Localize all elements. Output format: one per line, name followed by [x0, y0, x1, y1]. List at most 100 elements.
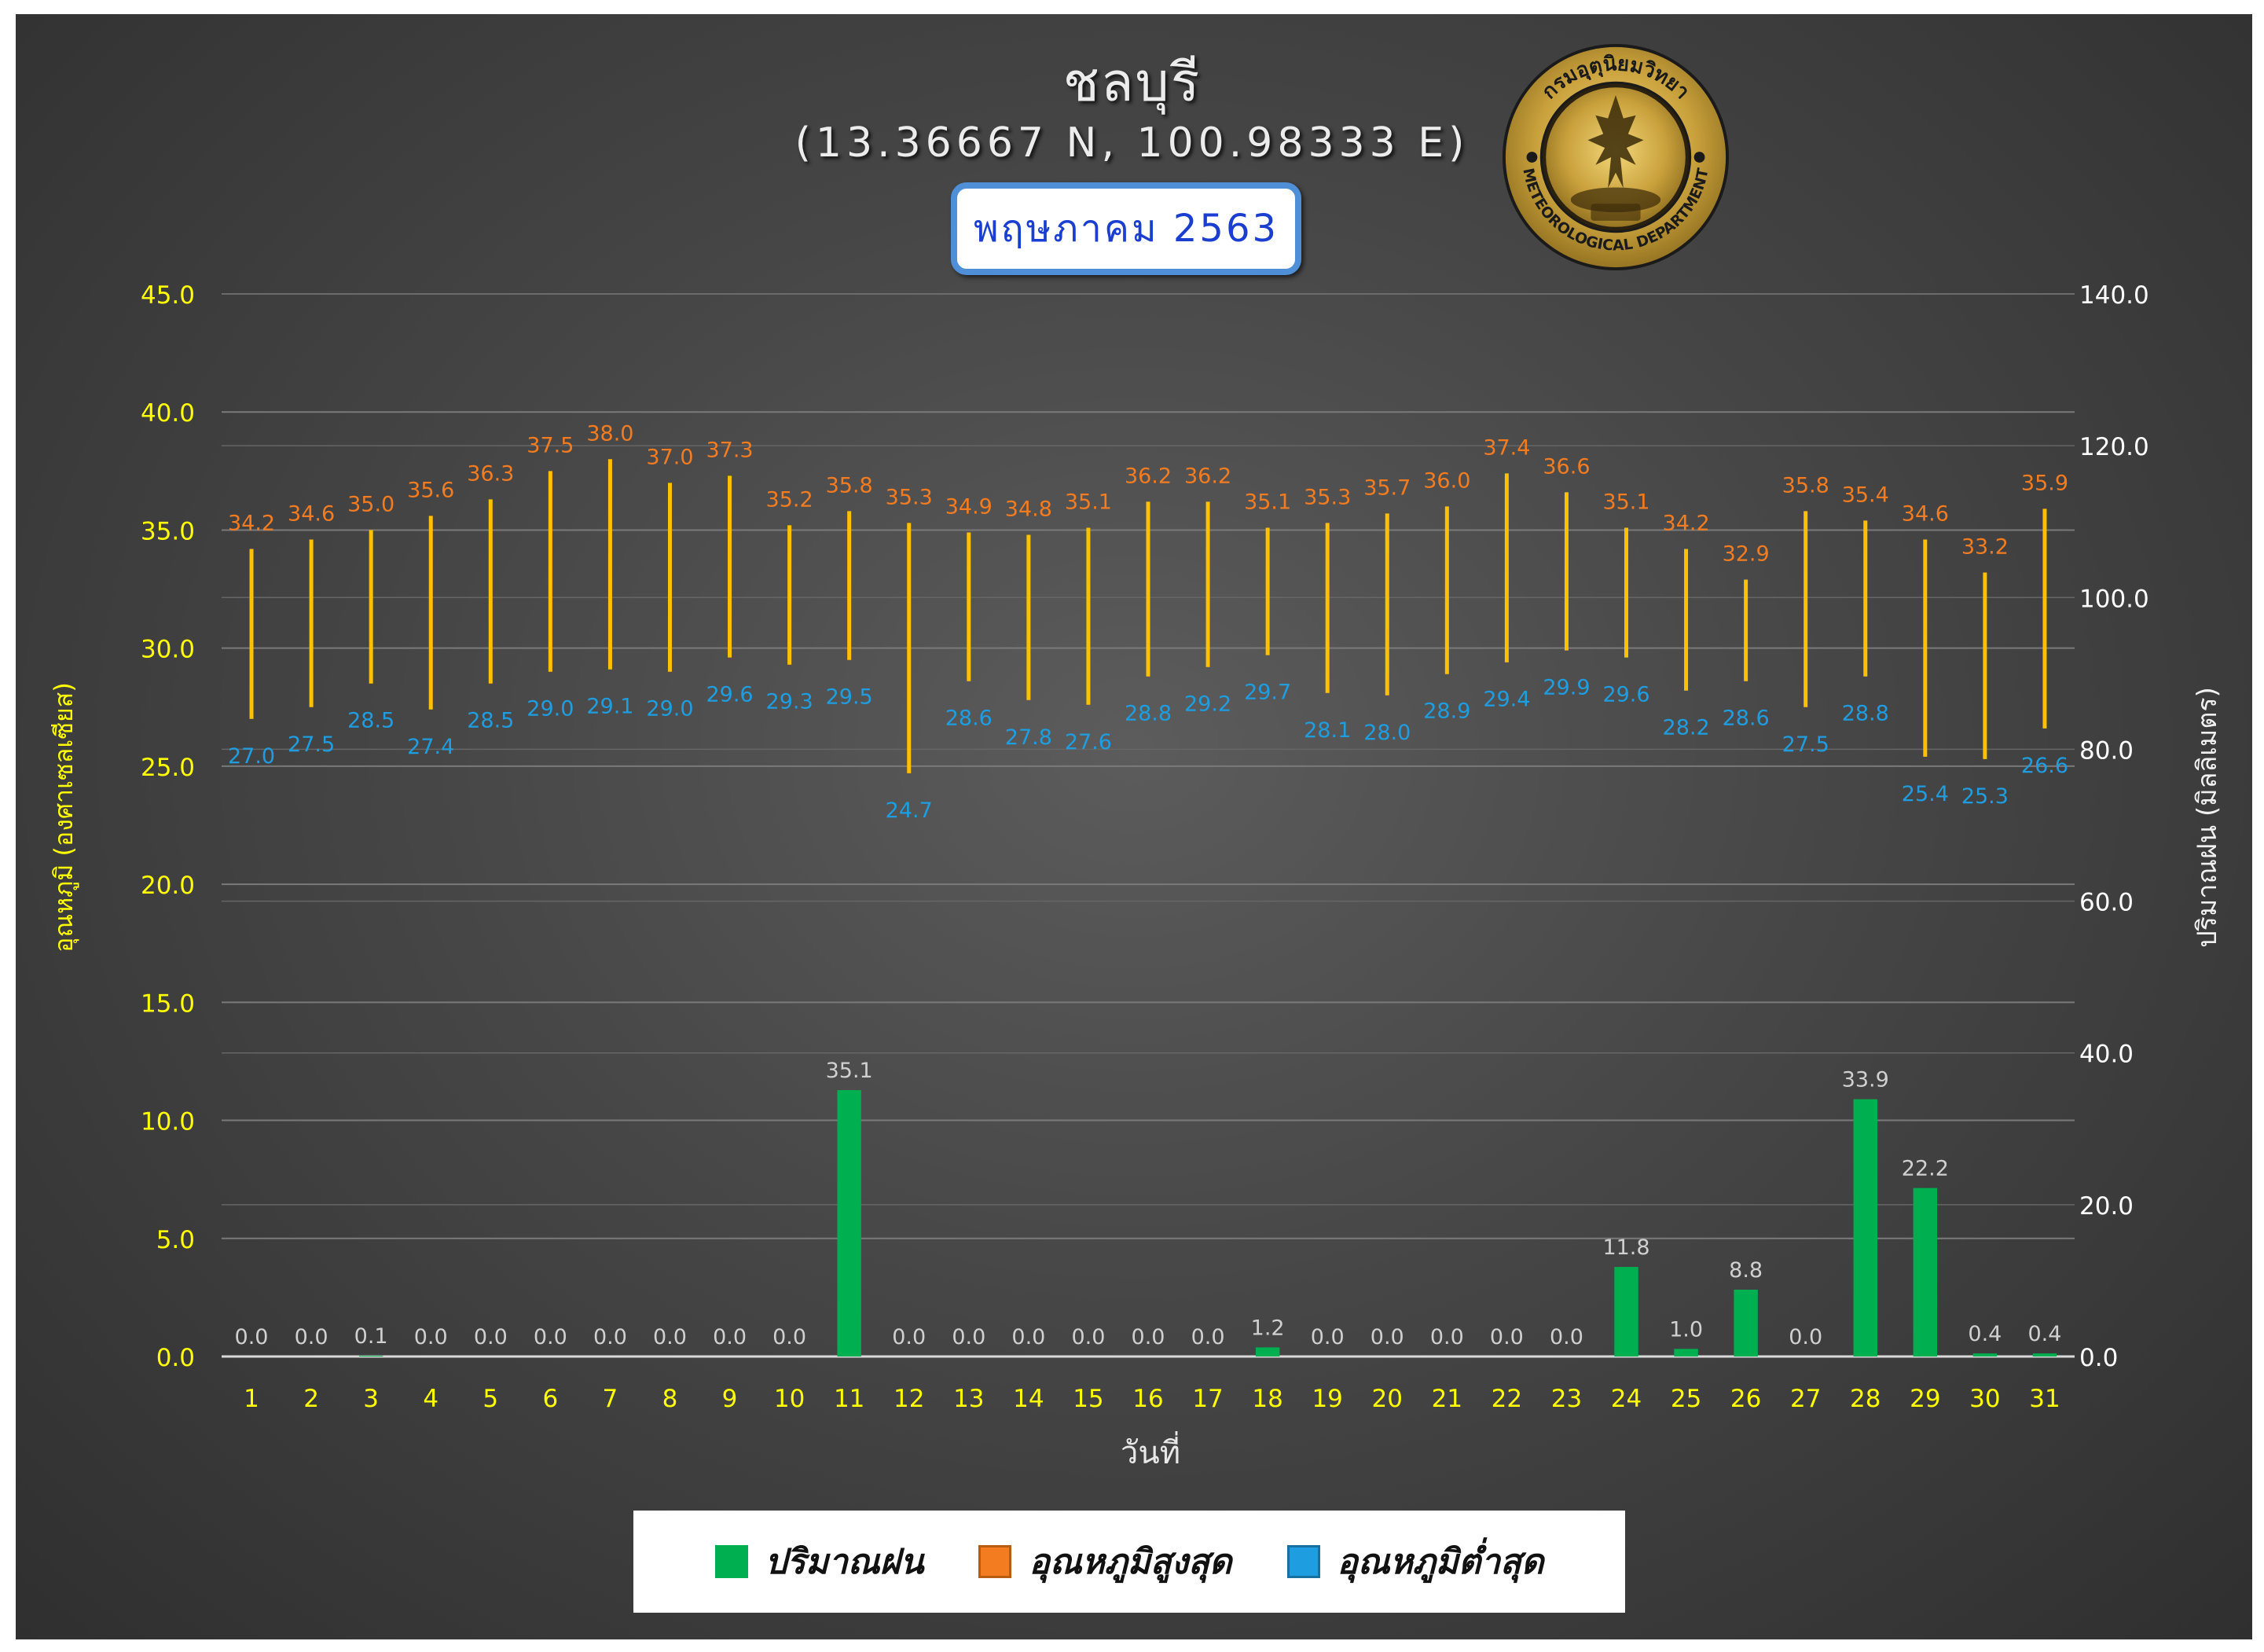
rain-bar: [1255, 1347, 1280, 1356]
left-tick-label: 35.0: [141, 517, 195, 545]
right-tick-label: 140.0: [2079, 281, 2149, 310]
legend: ปริมาณฝน อุณหภูมิสูงสุด อุณหภูมิต่ำสุด: [633, 1511, 1625, 1613]
x-tick-label: 8: [662, 1385, 678, 1413]
rain-value-label: 0.0: [772, 1325, 806, 1349]
left-tick-label: 10.0: [141, 1108, 195, 1136]
max-temp-label: 34.6: [288, 501, 335, 526]
rain-value-label: 8.8: [1729, 1258, 1763, 1283]
x-tick-label: 13: [953, 1385, 984, 1413]
right-axis-ticks: 0.0 20.0 40.0 60.0 80.0 100.0 120.0 140.0: [2079, 281, 2149, 1372]
x-tick-label: 12: [893, 1385, 924, 1413]
min-temp-label: 27.6: [1065, 730, 1112, 754]
x-tick-label: 21: [1432, 1385, 1462, 1413]
right-tick-label: 80.0: [2079, 736, 2134, 765]
x-axis-title: วันที่: [1121, 1431, 1180, 1471]
left-tick-label: 5.0: [156, 1226, 195, 1254]
max-temp-label: 35.4: [1842, 483, 1889, 507]
rain-value-label: 0.4: [1968, 1322, 2002, 1346]
x-tick-label: 3: [363, 1385, 379, 1413]
rain-bar: [1734, 1290, 1758, 1356]
x-tick-label: 30: [1969, 1385, 2000, 1413]
rain-value-label: 1.2: [1251, 1316, 1285, 1340]
rain-value-label: 0.0: [235, 1325, 269, 1349]
rain-value-label: 0.0: [1490, 1325, 1524, 1349]
x-tick-label: 24: [1611, 1385, 1642, 1413]
x-tick-label: 4: [423, 1385, 438, 1413]
x-tick-label: 11: [834, 1385, 864, 1413]
max-temp-label: 36.2: [1125, 464, 1172, 488]
max-temp-label: 35.8: [826, 473, 873, 497]
min-temp-label: 26.6: [2021, 754, 2068, 778]
rain-value-label: 11.8: [1602, 1235, 1649, 1260]
rain-value-label: 1.0: [1669, 1317, 1703, 1342]
rain-value-label: 22.2: [1902, 1157, 1949, 1181]
right-tick-label: 120.0: [2079, 433, 2149, 461]
rain-value-label: 0.0: [1132, 1325, 1165, 1349]
min-temp-label: 28.8: [1842, 702, 1889, 726]
rain-value-label: 0.0: [1371, 1325, 1404, 1349]
min-temp-label: 27.4: [407, 735, 454, 759]
right-tick-label: 100.0: [2079, 585, 2149, 613]
x-tick-label: 14: [1013, 1385, 1044, 1413]
x-tick-label: 7: [603, 1385, 618, 1413]
min-temp-label: 28.2: [1663, 716, 1710, 740]
x-tick-label: 2: [303, 1385, 319, 1413]
rain-bar: [1972, 1353, 1998, 1356]
left-tick-label: 45.0: [141, 281, 195, 310]
min-temp-label: 24.7: [886, 798, 933, 823]
min-temp-label: 28.9: [1423, 699, 1470, 724]
min-temp-label: 27.5: [288, 732, 335, 757]
x-tick-label: 26: [1730, 1385, 1761, 1413]
right-tick-label: 20.0: [2079, 1192, 2134, 1221]
max-temp-label: 34.6: [1902, 501, 1949, 526]
max-temp-label: 36.6: [1543, 454, 1590, 479]
max-temp-label: 37.4: [1483, 435, 1530, 460]
min-temp-label: 29.0: [527, 697, 574, 721]
max-temp-label: 35.2: [766, 487, 813, 512]
x-tick-label: 15: [1073, 1385, 1103, 1413]
min-temp-label: 28.0: [1363, 721, 1411, 745]
rain-value-label: 0.0: [1311, 1325, 1345, 1349]
left-tick-label: 25.0: [141, 754, 195, 782]
max-temp-label: 35.1: [1065, 490, 1112, 514]
max-temp-label: 35.1: [1602, 490, 1649, 514]
right-tick-label: 60.0: [2079, 889, 2134, 917]
rain-value-label: 0.0: [653, 1325, 687, 1349]
max-temp-label: 36.0: [1423, 468, 1470, 493]
max-temp-label: 33.2: [1961, 535, 2009, 560]
rain-value-label: 0.0: [1011, 1325, 1045, 1349]
max-temp-label: 36.2: [1184, 464, 1231, 488]
legend-label-max-temp: อุณหภูมิสูงสุด: [1029, 1542, 1232, 1582]
left-tick-label: 30.0: [141, 636, 195, 664]
min-temp-label: 29.5: [826, 685, 873, 710]
min-temp-label: 27.5: [1782, 732, 1829, 757]
station-coordinates: (13.36667 N, 100.98333 E): [794, 119, 1470, 167]
x-tick-label: 5: [483, 1385, 498, 1413]
rain-bar: [2032, 1353, 2057, 1356]
rain-bar: [1913, 1188, 1938, 1356]
left-tick-label: 20.0: [141, 872, 195, 900]
max-temp-label: 35.0: [347, 492, 394, 516]
x-tick-label: 16: [1132, 1385, 1163, 1413]
rain-value-label: 0.0: [414, 1325, 448, 1349]
x-tick-label: 18: [1252, 1385, 1282, 1413]
legend-label-min-temp: อุณหภูมิต่ำสุด: [1337, 1542, 1544, 1582]
rain-value-label: 0.0: [1430, 1325, 1464, 1349]
month-label: พฤษภาคม 2563: [973, 207, 1279, 251]
max-temp-label: 35.9: [2021, 471, 2068, 495]
max-temp-label: 35.8: [1782, 473, 1829, 497]
max-temp-label: 32.9: [1723, 542, 1770, 567]
min-temp-label: 29.6: [706, 683, 753, 707]
rain-value-label: 0.0: [952, 1325, 985, 1349]
max-temp-label: 36.3: [467, 461, 514, 486]
rain-bar: [837, 1090, 861, 1356]
min-temp-label: 28.6: [1723, 707, 1770, 731]
rain-value-label: 0.0: [1550, 1325, 1583, 1349]
min-temp-label: 28.5: [347, 709, 394, 733]
rain-value-label: 0.0: [474, 1325, 508, 1349]
rain-value-label: 0.4: [2027, 1322, 2061, 1346]
rain-bar: [1674, 1349, 1698, 1356]
left-tick-label: 0.0: [156, 1344, 195, 1372]
temperature-range-lines: [249, 459, 2047, 773]
